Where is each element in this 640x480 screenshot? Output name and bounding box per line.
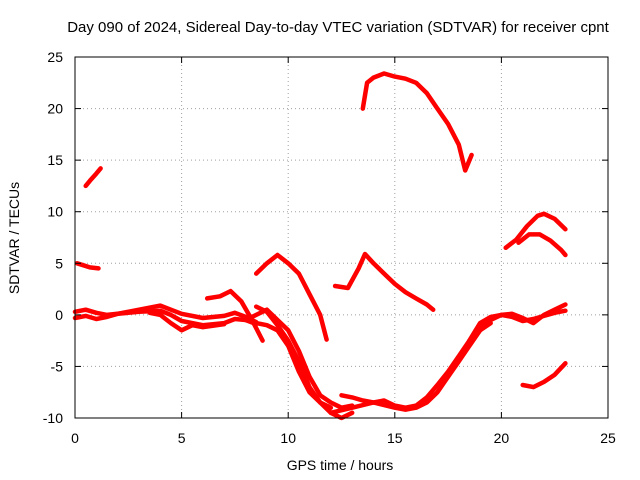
series-line-s9: [253, 320, 334, 410]
series-line-s6: [204, 288, 265, 343]
x-tick-label: 15: [387, 430, 403, 446]
series-line-s8: [253, 304, 355, 421]
series-line-s3: [72, 303, 259, 325]
plot-frame: [74, 56, 609, 419]
series-line-s10: [253, 252, 329, 342]
y-axis-label: SDTVAR / TECUs: [6, 182, 22, 294]
y-tick-label: 15: [47, 152, 63, 168]
series-line-s19: [520, 361, 568, 390]
y-tick-label: 25: [47, 49, 63, 65]
series-line-s13: [339, 320, 493, 410]
series-line-s11: [332, 251, 436, 312]
x-tick-label: 5: [178, 430, 186, 446]
chart-title: Day 090 of 2024, Sidereal Day-to-day VTE…: [67, 19, 609, 36]
series-line-s2: [74, 261, 101, 271]
series-line-s18: [516, 232, 568, 258]
x-tick-label: 25: [600, 430, 616, 446]
series-line-s4: [72, 308, 259, 328]
x-axis-ticks: 0 5 10 15 20 25: [71, 57, 616, 446]
y-axis-ticks: -10 -5 0 5 10 15 20 25: [43, 49, 608, 426]
y-tick-label: 0: [55, 307, 63, 323]
y-tick-label: -5: [51, 358, 64, 374]
series-line-s14: [328, 312, 504, 416]
x-tick-label: 20: [494, 430, 510, 446]
x-tick-label: 0: [71, 430, 79, 446]
series-line-s12: [360, 71, 474, 173]
series-line-s1: [83, 166, 103, 189]
y-tick-label: -10: [43, 410, 63, 426]
series-group: [72, 71, 568, 421]
series-line-s16: [473, 302, 568, 333]
y-tick-label: 5: [55, 255, 63, 271]
y-tick-label: 10: [47, 204, 63, 220]
series-line-s17: [503, 211, 568, 251]
x-axis-label: GPS time / hours: [287, 457, 394, 473]
x-tick-label: 10: [280, 430, 296, 446]
y-tick-label: 20: [47, 101, 63, 117]
series-line-s5: [147, 310, 227, 333]
